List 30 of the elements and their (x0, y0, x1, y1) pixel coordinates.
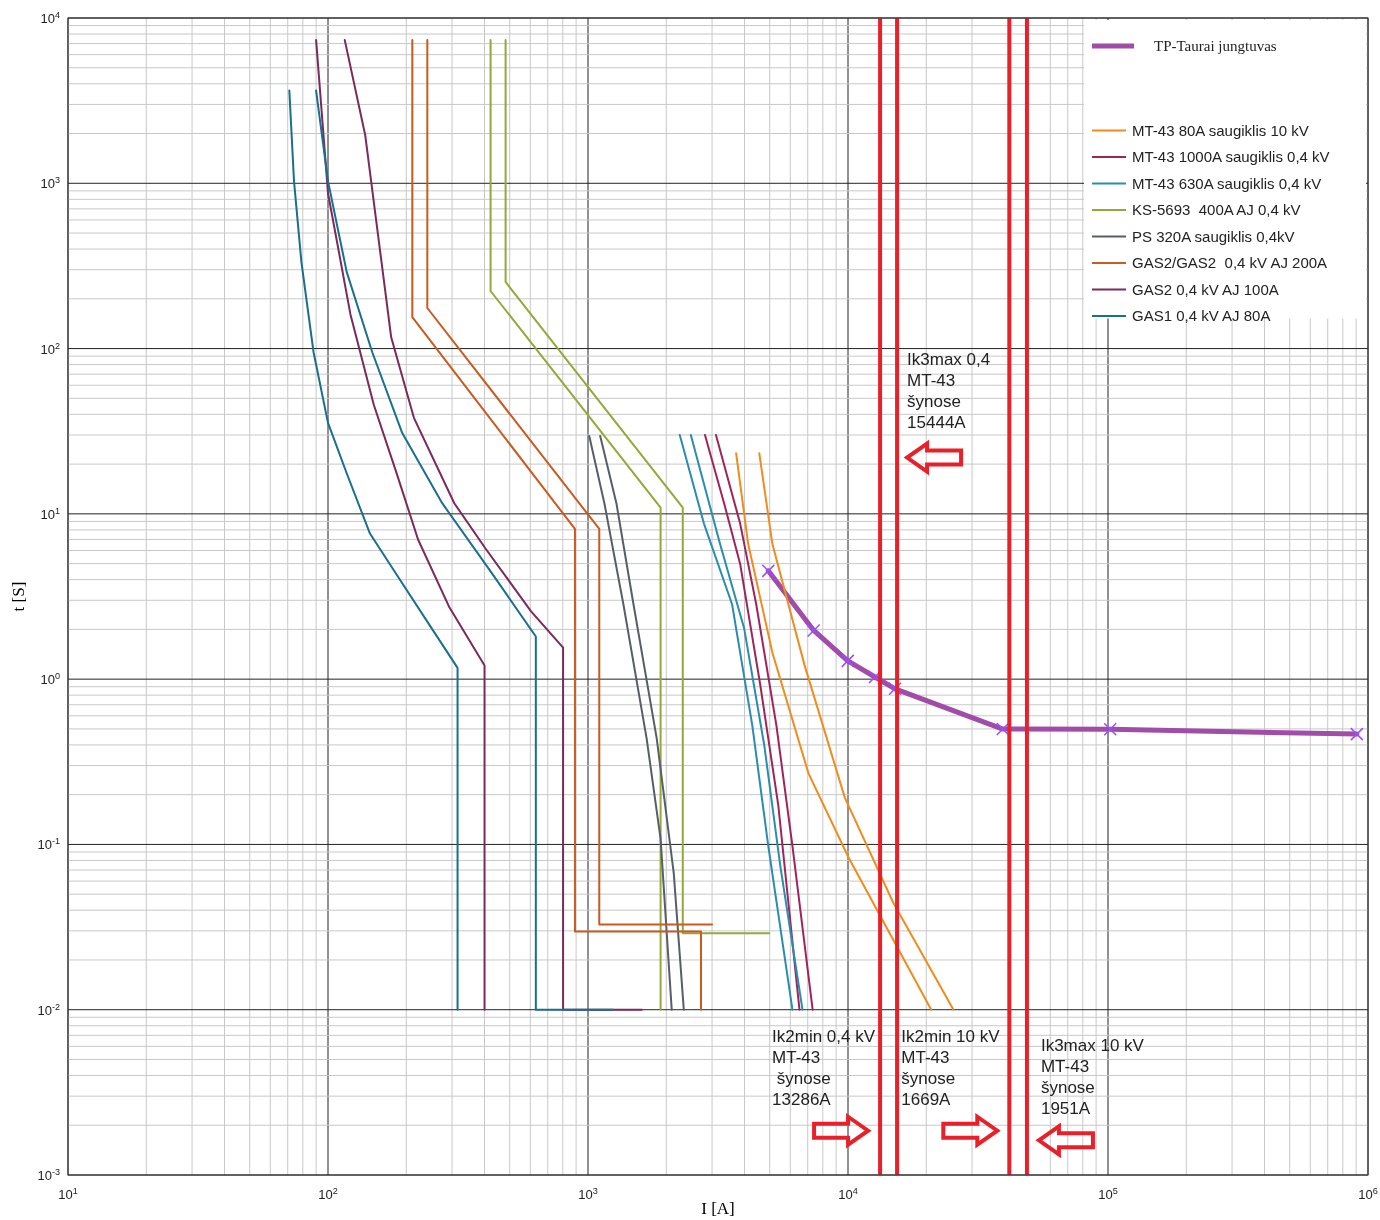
legend-label: GAS1 0,4 kV AJ 80A (1132, 307, 1271, 324)
y-tick-label: 10$^{3}$ (40, 175, 60, 192)
line-series (489, 39, 662, 1011)
y-tick-label: 10$^{-3}$ (37, 1167, 60, 1183)
y-axis-title: t [S] (9, 581, 28, 612)
x-tick-label: 10$^{4}$ (838, 1186, 858, 1202)
y-tick-label: 10$^{4}$ (40, 10, 60, 26)
x-tick-label: 10$^{5}$ (1098, 1186, 1118, 1202)
annotation: Ik3max 0,4 MT-43 šynose 15444A (907, 349, 991, 432)
legend-label: KS-5693 400A AJ 0,4 kV (1132, 201, 1301, 218)
y-tick-label: 10$^{0}$ (40, 671, 60, 688)
legend-label: GAS2/GAS2 0,4 kV AJ 200A (1132, 254, 1328, 271)
y-tick-label: 10$^{-2}$ (37, 1001, 60, 1018)
y-tick-label: 10$^{-1}$ (37, 836, 60, 853)
legend-label: GAS2 0,4 kV AJ 100A (1132, 280, 1279, 298)
y-tick-label: 10$^{2}$ (40, 340, 60, 357)
legend-label: MT-43 80A saugiklis 10 kV (1132, 121, 1309, 139)
x-tick-label: 10$^{3}$ (578, 1186, 598, 1202)
x-tick-label: 10$^{6}$ (1358, 1186, 1378, 1202)
annotation: Ik2min 0,4 kV MT-43 šynose 13286A (772, 1026, 876, 1109)
x-axis-title: I [A] (701, 1199, 735, 1218)
annotation: Ik2min 10 kV MT-43 šynose 1669A (901, 1026, 1001, 1109)
legend-label: PS 320A saugiklis 0,4kV (1132, 227, 1295, 245)
y-tick-label: 10$^{1}$ (40, 505, 60, 522)
x-tick-label: 10$^{1}$ (58, 1186, 78, 1202)
annotation: Ik3max 10 kV MT-43 šynose 1951A (1040, 1036, 1145, 1119)
legend-label: MT-43 1000A saugiklis 0,4 kV (1132, 148, 1330, 165)
legend-label: TP-Taurai jungtuvas (1154, 38, 1277, 54)
x-tick-label: 10$^{2}$ (318, 1186, 338, 1202)
legend-label: MT-43 630A saugiklis 0,4 kV (1132, 174, 1322, 192)
